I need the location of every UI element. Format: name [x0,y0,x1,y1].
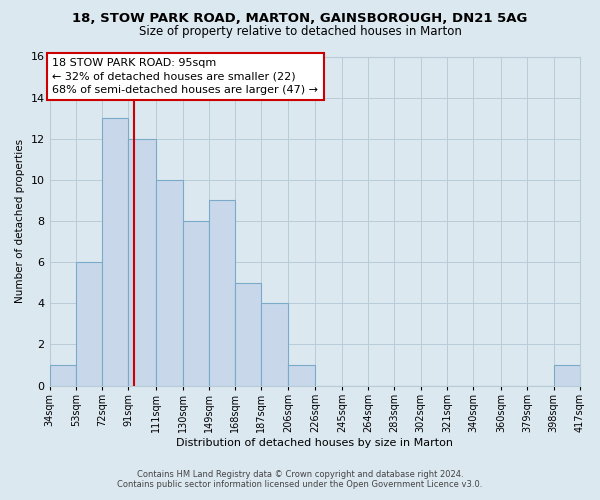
Bar [209,200,235,386]
Text: 18 STOW PARK ROAD: 95sqm
← 32% of detached houses are smaller (22)
68% of semi-d: 18 STOW PARK ROAD: 95sqm ← 32% of detach… [52,58,318,94]
X-axis label: Distribution of detached houses by size in Marton: Distribution of detached houses by size … [176,438,453,448]
Bar [156,180,182,386]
Text: Contains HM Land Registry data © Crown copyright and database right 2024.
Contai: Contains HM Land Registry data © Crown c… [118,470,482,489]
Y-axis label: Number of detached properties: Number of detached properties [15,139,25,303]
Bar [102,118,128,386]
Bar [76,262,102,386]
Text: 18, STOW PARK ROAD, MARTON, GAINSBOROUGH, DN21 5AG: 18, STOW PARK ROAD, MARTON, GAINSBOROUGH… [73,12,527,26]
Bar [554,365,580,386]
Bar [50,365,76,386]
Text: Size of property relative to detached houses in Marton: Size of property relative to detached ho… [139,25,461,38]
Bar [288,365,316,386]
Bar [235,283,262,386]
Bar [262,304,288,386]
Bar [182,221,209,386]
Bar [128,139,156,386]
